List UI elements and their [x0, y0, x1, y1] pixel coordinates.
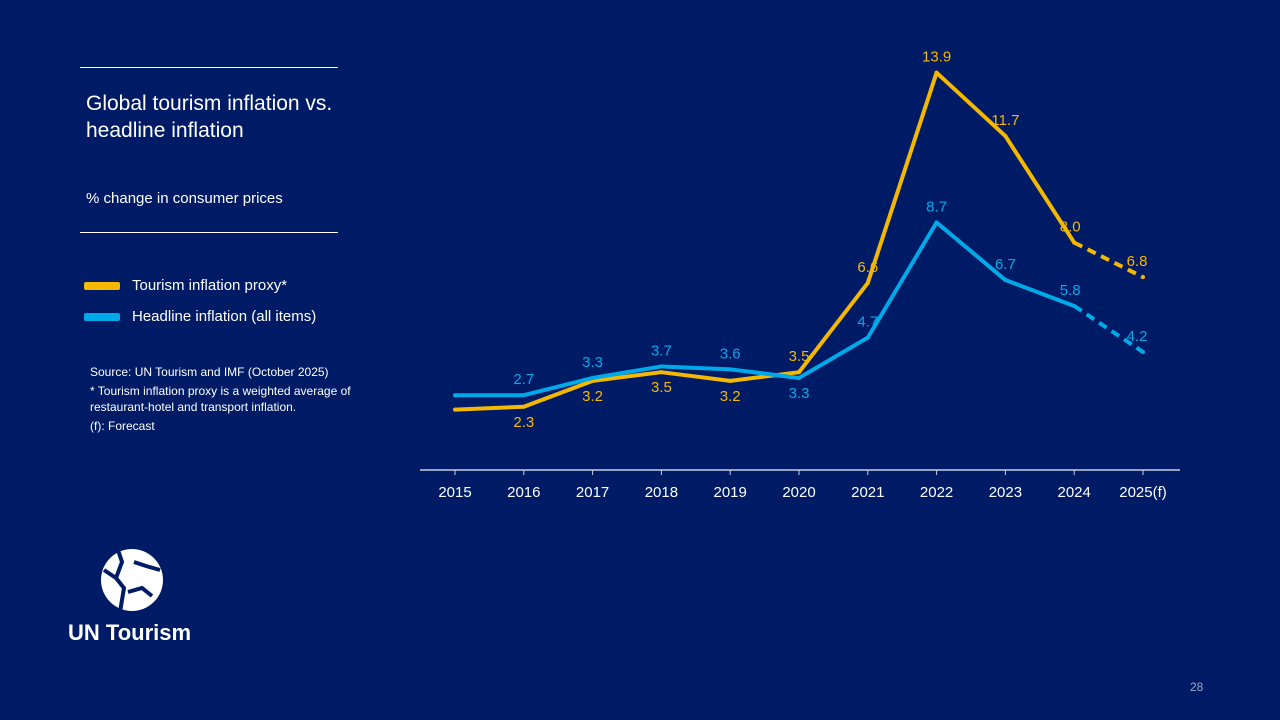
chart-title: Global tourism inflation vs. headline in… [86, 92, 333, 142]
x-tick-label: 2023 [989, 484, 1022, 501]
chart-subtitle: % change in consumer prices [86, 190, 283, 207]
data-point [865, 335, 870, 340]
data-label: 6.6 [857, 259, 878, 276]
forecast-line-tourism [1073, 240, 1144, 279]
data-point [1072, 240, 1077, 245]
data-point [659, 364, 664, 369]
data-point [1003, 278, 1008, 283]
data-label: 4.7 [857, 314, 878, 331]
logo-text: UN Tourism [68, 620, 192, 645]
data-label: 3.3 [789, 385, 810, 402]
data-label: 4.2 [1127, 328, 1148, 345]
data-label: 11.7 [991, 112, 1019, 129]
top-divider [80, 67, 338, 68]
data-point [934, 70, 939, 75]
notes: Source: UN Tourism and IMF (October 2025… [90, 364, 375, 437]
data-label: 3.2 [720, 388, 741, 405]
un-tourism-logo-icon [101, 549, 163, 613]
data-point [797, 370, 801, 375]
x-tick-label: 2020 [782, 484, 815, 501]
data-label: 2.7 [513, 371, 534, 388]
data-label: 3.5 [651, 379, 672, 396]
x-tick-label: 2016 [507, 484, 540, 501]
data-point [453, 407, 457, 412]
x-tick-label: 2015 [438, 484, 471, 501]
data-point [1003, 134, 1008, 139]
x-tick-label: 2018 [645, 484, 678, 501]
data-point [865, 280, 870, 285]
data-point [1141, 350, 1145, 355]
legend-label: Tourism inflation proxy* [132, 277, 288, 294]
data-point [934, 220, 939, 225]
forecast-note: (f): Forecast [90, 419, 155, 433]
x-tick-label: 2019 [714, 484, 747, 501]
data-point [797, 375, 801, 380]
series-line-headline [455, 220, 1075, 398]
data-point [659, 370, 664, 375]
data-label: 2.3 [513, 414, 534, 431]
data-label: 6.8 [1127, 253, 1148, 270]
legend-item-tourism: Tourism inflation proxy* [84, 277, 287, 294]
bottom-divider [80, 232, 338, 233]
data-point [1072, 303, 1077, 308]
data-label: 3.3 [582, 354, 603, 371]
data-label: 6.7 [995, 256, 1016, 273]
x-tick-label: 2024 [1058, 484, 1091, 501]
data-point [1141, 275, 1145, 280]
data-label: 8.0 [1060, 219, 1081, 236]
legend-swatch-tourism [84, 281, 120, 290]
data-point [453, 393, 457, 398]
data-point [728, 367, 733, 372]
data-label: 8.7 [926, 198, 947, 215]
source-note: Source: UN Tourism and IMF (October 2025… [90, 365, 329, 379]
data-point [521, 404, 526, 409]
footnote: * Tourism inflation proxy is a weighted … [90, 384, 351, 414]
data-label: 3.7 [651, 342, 672, 359]
series-line-tourism [454, 70, 1076, 412]
data-label: 5.8 [1060, 282, 1081, 299]
data-label: 3.5 [789, 348, 810, 365]
legend-label: Headline inflation (all items) [132, 308, 317, 325]
data-point [590, 375, 595, 380]
data-label: 13.9 [922, 49, 951, 66]
data-point [521, 393, 526, 398]
x-tick-label: 2025(f) [1119, 484, 1167, 501]
data-point [728, 378, 733, 383]
data-label: 3.2 [582, 388, 603, 405]
x-tick-label: 2017 [576, 484, 609, 501]
x-tick-label: 2021 [851, 484, 884, 501]
page-number: 28 [1190, 680, 1204, 694]
x-tick-label: 2022 [920, 484, 953, 501]
legend-swatch-headline [84, 312, 120, 321]
data-label: 3.6 [720, 345, 741, 362]
legend-item-headline: Headline inflation (all items) [84, 308, 316, 325]
